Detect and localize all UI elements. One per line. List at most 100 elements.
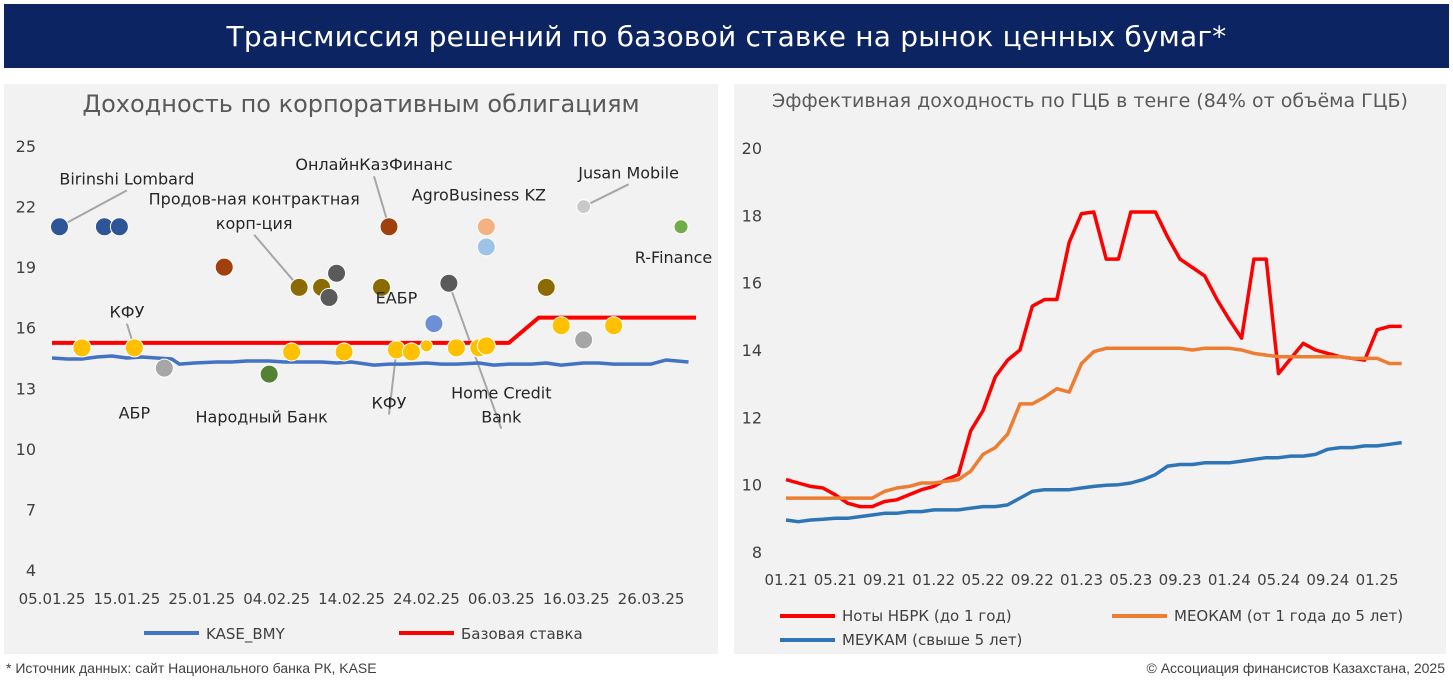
base-rate-line (52, 315, 696, 345)
banner: Трансмиссия решений по базовой ставке на… (4, 4, 1449, 68)
issuer-label: ОнлайнКазФинанс (295, 155, 452, 174)
x-tick-label: 16.03.25 (543, 590, 610, 608)
x-tick-label: 04.02.25 (243, 590, 310, 608)
bond-yield-point (124, 338, 144, 358)
banner-title: Трансмиссия решений по базовой ставке на… (226, 19, 1227, 53)
bond-yield-point (259, 364, 279, 384)
x-tick-label: 25.01.25 (168, 590, 235, 608)
bond-yield-point (282, 342, 302, 362)
y-tick-label: 18 (742, 206, 762, 225)
gov-securities-chart-panel: Эффективная доходность по ГЦБ в тенге (8… (734, 84, 1446, 654)
x-tick-label: 01.25 (1356, 571, 1399, 589)
issuer-label: КФУ (372, 393, 407, 412)
x-tick-label: 26.03.25 (618, 590, 685, 608)
x-tick-label: 09.24 (1306, 571, 1349, 589)
annotation-leader-line (253, 234, 300, 288)
legend-label: Ноты НБРК (до 1 год) (842, 607, 1012, 625)
issuer-label: Bank (481, 408, 522, 427)
legend-label: Базовая ставка (461, 625, 583, 643)
y-tick-label: 14 (742, 341, 762, 360)
issuer-label: Продов-ная контрактная (149, 190, 360, 209)
bond-yield-point (576, 199, 592, 215)
issuer-label: Birinshi Lombard (59, 169, 194, 188)
bond-yield-point (476, 237, 496, 257)
bond-yield-point (424, 314, 444, 334)
y-tick-label: 7 (26, 500, 36, 519)
y-tick-label: 12 (742, 408, 762, 427)
bond-yield-point (371, 277, 391, 297)
y-tick-label: 16 (742, 274, 762, 293)
bond-yield-point (154, 358, 174, 378)
series-line-0 (785, 210, 1402, 509)
annotation-leader-line (59, 189, 128, 228)
bond-yield-point (289, 277, 309, 297)
annotation-leader-line (583, 183, 630, 208)
x-tick-label: 15.01.25 (93, 590, 160, 608)
bond-yield-point (214, 257, 234, 277)
x-tick-label: 05.23 (1109, 571, 1152, 589)
y-tick-label: 4 (26, 561, 36, 580)
x-tick-label: 06.03.25 (468, 590, 535, 608)
y-tick-label: 22 (16, 198, 36, 217)
issuer-label: Народный Банк (196, 408, 329, 427)
x-tick-label: 05.21 (814, 571, 857, 589)
footer-source: * Источник данных: сайт Национального ба… (6, 660, 377, 676)
x-tick-label: 09.21 (863, 571, 906, 589)
y-tick-label: 8 (752, 543, 762, 562)
x-tick-label: 05.24 (1257, 571, 1300, 589)
issuer-label: корп-ция (216, 214, 293, 233)
gov-securities-chart-title: Эффективная доходность по ГЦБ в тенге (8… (772, 90, 1408, 112)
y-tick-label: 20 (742, 139, 762, 158)
x-tick-label: 09.22 (1011, 571, 1054, 589)
corporate-bonds-chart: 4 7 10 13 16 19 22 25 05.01.25 15.01.25 25.01.25 04… (16, 137, 713, 644)
bond-yield-point (334, 342, 354, 362)
bond-yield-point (401, 342, 421, 362)
bond-yield-point (319, 287, 339, 307)
issuer-label: Home Credit (451, 383, 551, 402)
x-tick-label: 01.24 (1208, 571, 1251, 589)
kase-bmy-line (51, 354, 689, 367)
x-tick-label: 05.01.25 (19, 590, 86, 608)
bond-yield-point (439, 273, 459, 293)
bond-yield-point (574, 330, 594, 350)
y-tick-label: 10 (16, 440, 36, 459)
bond-yield-point (72, 338, 92, 358)
y-tick-label: 13 (16, 379, 36, 398)
bond-yield-point (673, 219, 689, 235)
x-tick-label: 01.21 (765, 571, 808, 589)
x-tick-label: 14.02.25 (318, 590, 385, 608)
x-tick-label: 05.22 (962, 571, 1005, 589)
bond-yield-point (551, 316, 571, 336)
bond-yield-point (109, 217, 129, 237)
bond-yield-point (604, 316, 624, 336)
legend-label: KASE_BMY (206, 625, 286, 644)
bond-yield-point (379, 217, 399, 237)
bond-yield-point (419, 339, 433, 353)
issuer-label: R-Finance (635, 248, 712, 267)
annotation-leader-line (387, 349, 398, 415)
series-line-2 (785, 440, 1402, 524)
issuer-label: КФУ (109, 303, 144, 322)
bond-yield-point (476, 217, 496, 237)
y-tick-label: 25 (16, 137, 36, 156)
issuer-label: ЕАБР (376, 288, 418, 307)
issuer-label: АБР (119, 404, 151, 423)
x-tick-label: 24.02.25 (393, 590, 460, 608)
issuer-label: AgroBusiness KZ (412, 186, 546, 205)
y-tick-label: 16 (16, 319, 36, 338)
y-tick-label: 19 (16, 258, 36, 277)
bond-yield-point (536, 277, 556, 297)
gov-securities-chart: 8 10 12 14 16 18 20 01.21 05.21 09.21 01.22 05.22 09… (742, 139, 1403, 649)
legend-label: МЕУКАМ (свыше 5 лет) (842, 631, 1022, 649)
y-tick-label: 10 (742, 476, 762, 495)
footer-copyright: © Ассоциация финансистов Казахстана, 202… (1146, 660, 1445, 676)
x-tick-label: 01.23 (1060, 571, 1103, 589)
bond-yield-point (49, 217, 69, 237)
series-line-1 (786, 346, 1402, 500)
legend-label: МЕОКАМ (от 1 года до 5 лет) (1174, 607, 1403, 625)
bond-yield-point (446, 338, 466, 358)
corporate-bonds-chart-title: Доходность по корпоративным облигациям (82, 90, 640, 118)
bond-yield-point (476, 336, 496, 356)
issuer-label: Jusan Mobile (577, 163, 679, 182)
corporate-bonds-chart-panel: Доходность по корпоративным облигациям 4… (4, 84, 718, 654)
